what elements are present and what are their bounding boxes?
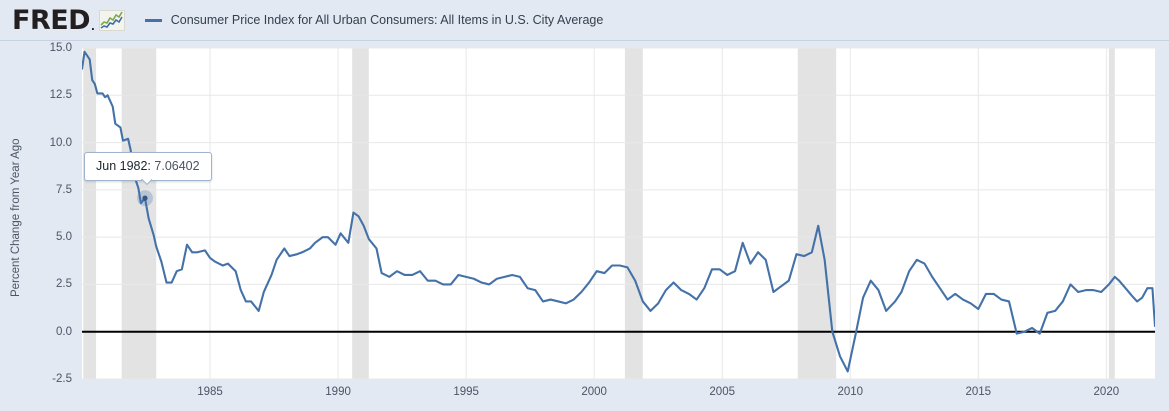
chart-plot-area[interactable] bbox=[82, 48, 1155, 379]
chart-header: FRED . Consumer Price Index for All Urba… bbox=[0, 0, 1169, 41]
x-axis-tick-label: 2010 bbox=[837, 386, 864, 398]
legend-color-swatch bbox=[144, 18, 162, 22]
fred-wordmark: FRED bbox=[12, 4, 91, 36]
fred-logo-dot: . bbox=[91, 18, 95, 33]
y-axis-title-wrapper: Percent Change from Year Ago bbox=[8, 48, 24, 378]
legend-series-label: Consumer Price Index for All Urban Consu… bbox=[170, 13, 604, 27]
data-point-tooltip: Jun 1982: 7.06402 bbox=[84, 152, 212, 181]
chart-legend[interactable]: Consumer Price Index for All Urban Consu… bbox=[144, 13, 604, 27]
y-axis-tick-label: -2.5 bbox=[52, 373, 72, 385]
recession-band bbox=[624, 48, 643, 379]
y-axis-title: Percent Change from Year Ago bbox=[10, 138, 22, 298]
tooltip-pointer bbox=[141, 179, 152, 186]
y-axis-tick-label: 5.0 bbox=[56, 231, 72, 244]
x-axis-tick-label: 2015 bbox=[965, 386, 992, 398]
highlight-point-dot[interactable] bbox=[142, 195, 148, 201]
x-axis-tick-label: 2000 bbox=[581, 386, 607, 398]
x-axis-tick-label: 2005 bbox=[709, 386, 735, 398]
y-axis-tick-label: 0.0 bbox=[56, 325, 72, 338]
y-axis-tick-label: 10.0 bbox=[49, 136, 72, 149]
highlight-point-group bbox=[136, 190, 153, 207]
series-line bbox=[82, 50, 1155, 373]
y-axis-tick-label: 12.5 bbox=[49, 89, 72, 102]
y-axis-tick-label: 2.5 bbox=[56, 278, 72, 291]
series-line-group bbox=[82, 50, 1155, 373]
x-axis-tick-label: 1985 bbox=[197, 386, 223, 398]
y-axis-tick-label: 15.0 bbox=[49, 42, 72, 54]
tooltip-date: Jun 1982: bbox=[96, 159, 151, 173]
recession-band bbox=[797, 48, 837, 379]
x-axis-tick-label: 1990 bbox=[325, 386, 351, 398]
cpi-line-chart-svg bbox=[82, 48, 1155, 379]
y-axis-tick-label: 7.5 bbox=[56, 183, 72, 196]
tooltip-value: 7.06402 bbox=[154, 159, 200, 173]
recession-band bbox=[121, 48, 157, 379]
x-axis-tick-label: 2020 bbox=[1093, 386, 1120, 398]
line-chart-icon bbox=[98, 9, 125, 31]
x-axis-tick-label: 1995 bbox=[453, 386, 479, 398]
recession-band bbox=[352, 48, 369, 379]
recession-band bbox=[83, 48, 97, 379]
fred-logo[interactable]: FRED . bbox=[12, 5, 125, 35]
gridlines-group bbox=[82, 48, 1155, 379]
recession-bands-group bbox=[83, 48, 1115, 379]
recession-band bbox=[1108, 48, 1115, 379]
